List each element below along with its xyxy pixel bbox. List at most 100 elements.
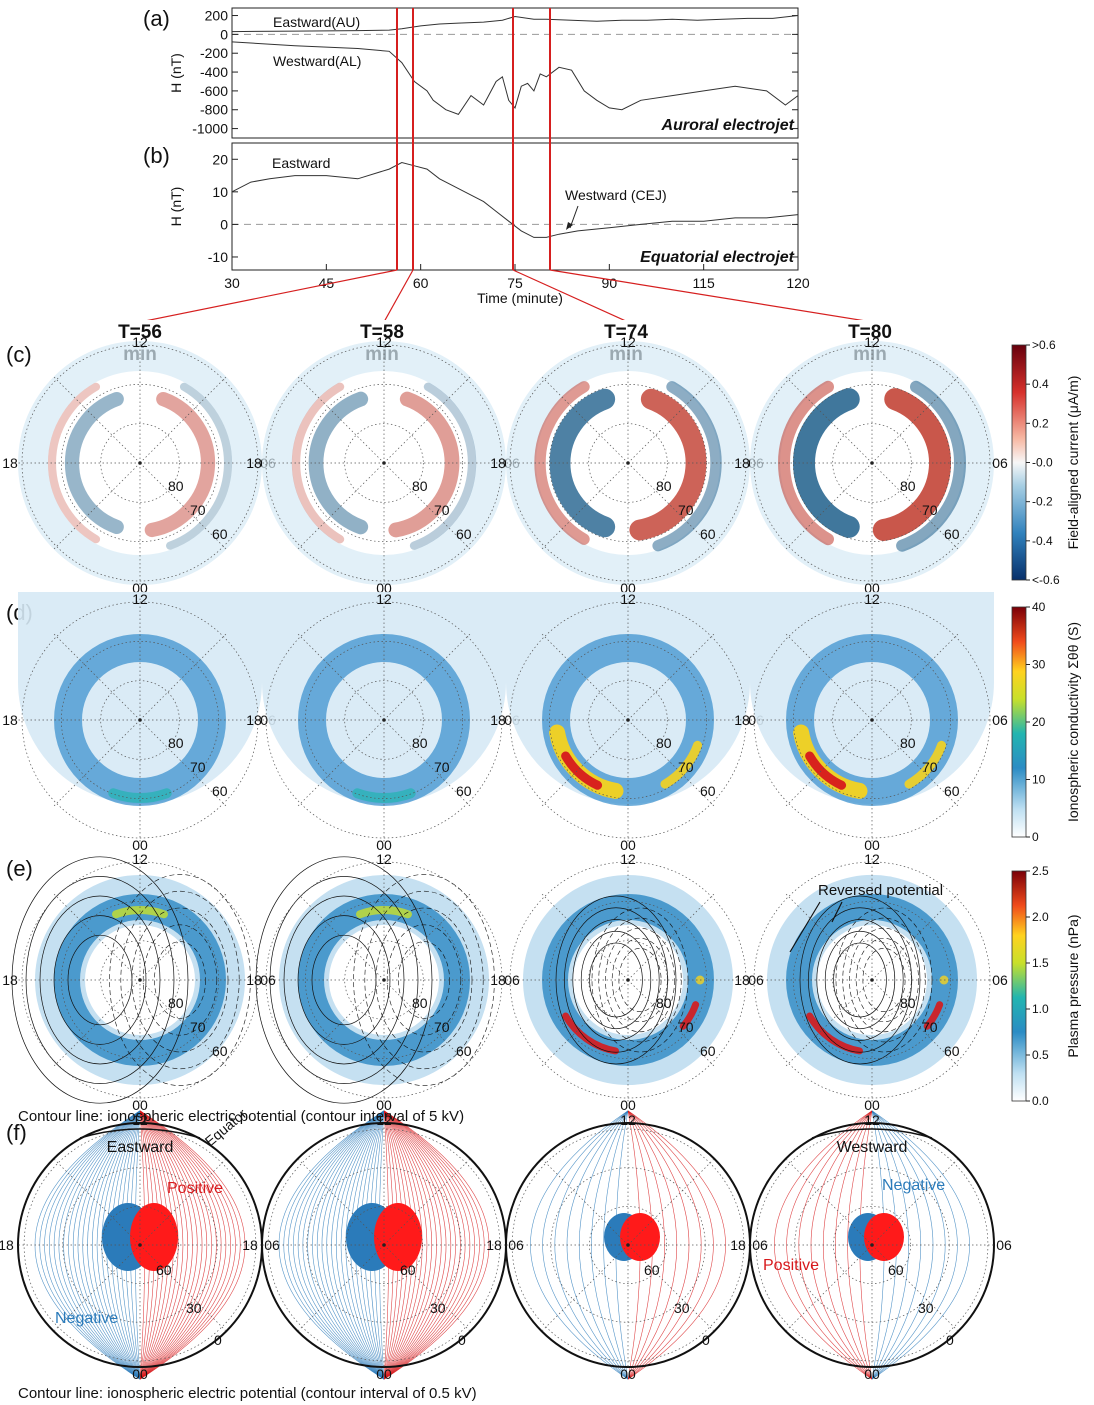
global-potential-map: 12 00 18 06 60 30 0 [486,1110,768,1382]
latitude-circle [588,423,668,503]
x-axis-label: Time (minute) [477,290,563,306]
panel-label-e: (e) [6,856,33,881]
contour-right [139,1110,232,1380]
annotation-positive: Positive [763,1257,819,1274]
reversed-arrow [789,901,821,953]
label-midnight: 00 [376,1366,392,1382]
fac-downward-dusk [308,391,369,535]
latitude-circle [21,861,259,1099]
meridian [871,1158,959,1246]
label-dusk: 18 [730,1237,746,1253]
latitude-circle [100,680,180,760]
meridian [383,632,472,721]
series-label: Eastward [272,155,330,171]
fac-downward-dusk [793,388,860,538]
time-marker-connector [146,269,398,320]
label-midnight: 00 [620,837,636,853]
time-marker-connector [549,269,864,320]
meridian [627,462,716,551]
panel-label-a: (a) [143,6,170,31]
label-lat: 60 [700,1043,716,1059]
latitude-circle [101,1206,179,1284]
panel-label-c: (c) [6,342,32,367]
contour-right [383,1110,471,1380]
colorbar-conductivity [1011,606,1027,838]
polar-cap-positive [130,1203,178,1271]
meridian [541,1244,629,1332]
label-lat: 0 [214,1332,222,1348]
meridian [383,892,472,981]
meridian [627,632,716,721]
contour-right [139,1110,207,1380]
conductivity-medium [108,788,172,803]
polar-plot-grid: 1200180680706012001806807060120018068070… [0,334,1012,1382]
y-axis-label: H (nT) [168,187,184,227]
label-lat: 80 [656,735,672,751]
latitude-circle [267,1128,501,1362]
meridian [296,719,385,808]
label-lat: 60 [212,526,228,542]
meridian [871,375,960,464]
contour-left [340,1110,385,1380]
contour-right [383,1110,480,1380]
contour-left [101,1110,141,1380]
latitude-circle [344,940,424,1020]
label-noon: 12 [620,334,636,350]
annotation-eastward: Eastward [107,1139,174,1156]
latitude-circle [755,1128,989,1362]
meridian [139,462,228,551]
label-noon: 12 [132,851,148,867]
pole-dot [382,718,386,722]
latitude-circle [265,861,503,1099]
meridian [52,719,141,808]
colorbar-tick-label: 2.5 [1032,864,1049,878]
label-dawn: 06 [752,1237,768,1253]
meridian [383,1244,471,1332]
pole-dot [870,1243,874,1247]
latitude-circle [304,640,464,800]
series-label: Westward (CEJ) [565,187,667,203]
label-noon: 12 [376,334,392,350]
label-lat: 60 [644,1262,660,1278]
meridian [541,1158,629,1246]
label-noon: 12 [620,591,636,607]
meridian [383,462,472,551]
label-noon: 12 [620,851,636,867]
contour-left [335,1110,385,1380]
contour-right [139,1110,184,1380]
meridian [52,979,141,1068]
potential-contour-negative [154,941,206,1019]
label-lat: 80 [900,995,916,1011]
chart-title: Equatorial electrojet [640,249,794,266]
meridian [52,375,141,464]
pole-dot [626,1243,630,1247]
meridian [52,462,141,551]
x-tick-label: 30 [224,275,240,291]
latitude-circle [265,601,503,839]
label-lat: 70 [678,1019,694,1035]
time-marker-connector [384,269,414,320]
latitude-circle [344,680,424,760]
fac-region2-dusk [47,382,101,544]
arrow-head [566,222,573,230]
potential-contour [297,915,391,1045]
label-lat: 80 [656,995,672,1011]
global-potential-map: 12 00 18 06 60 30 0 [730,1110,1012,1382]
potential-contour [580,930,652,1030]
colorbar-label: Ionospheric conductivity Σθθ (S) [1065,622,1081,822]
potential-contour-negative [849,927,919,1033]
y-tick-label: 20 [212,151,228,167]
colorbar-label: Field-aligned current (μA/m) [1065,376,1081,550]
colorbar-tick-label: -0.4 [1032,534,1053,548]
polar-cap-positive [620,1213,660,1261]
potential-contour [269,876,419,1084]
label-lat: 60 [700,526,716,542]
latitude-circle [304,900,464,1060]
label-lat: 70 [922,1019,938,1035]
meridian [784,375,873,464]
potential-contour-negative [109,874,251,1086]
label-noon: 12 [132,334,148,350]
westward-arrow [811,1128,933,1139]
